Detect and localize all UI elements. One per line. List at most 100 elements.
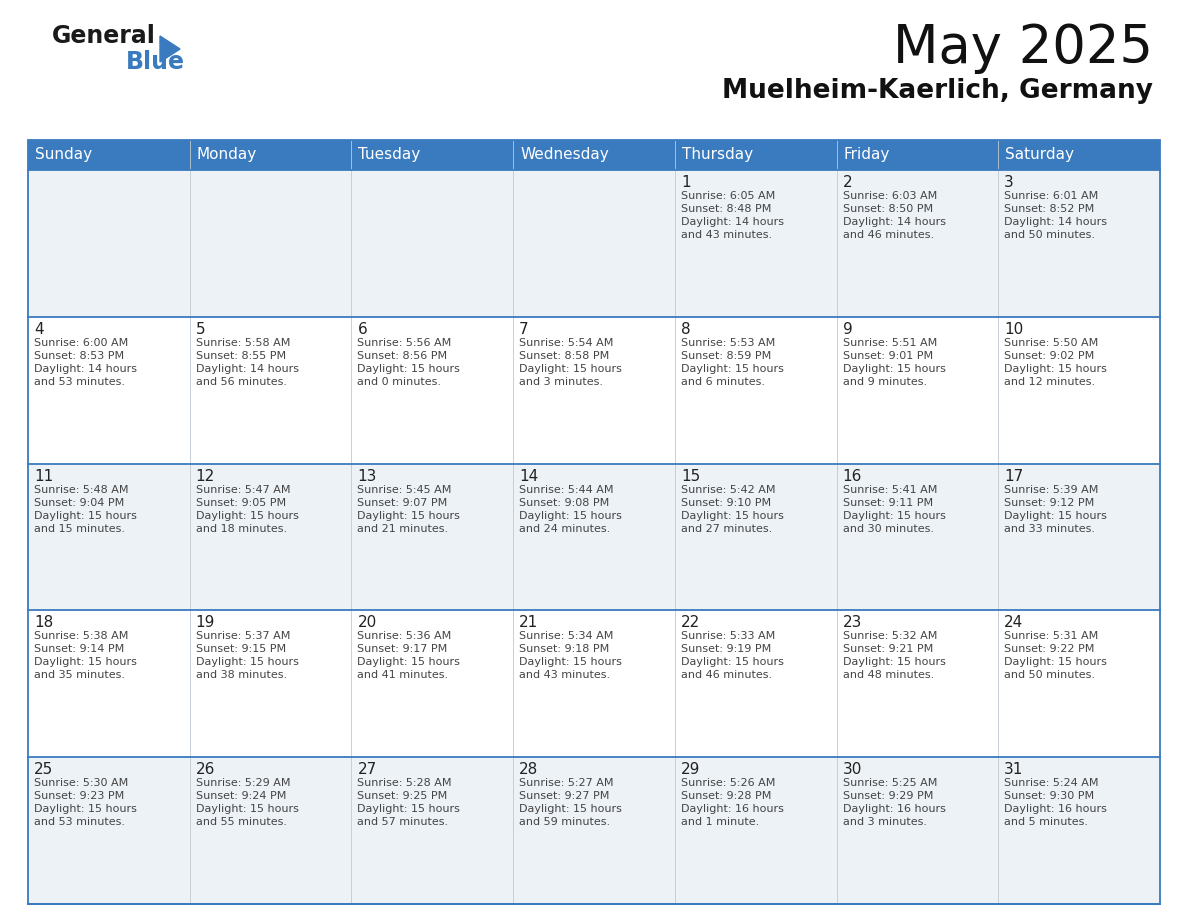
Text: 3: 3 [1004, 175, 1015, 190]
Bar [190, 170, 352, 317]
Text: Sunset: 9:14 PM: Sunset: 9:14 PM [34, 644, 125, 655]
Text: Muelheim-Kaerlich, Germany: Muelheim-Kaerlich, Germany [722, 78, 1154, 104]
Text: Daylight: 15 hours: Daylight: 15 hours [519, 510, 623, 521]
Text: Sunset: 8:48 PM: Sunset: 8:48 PM [681, 204, 771, 214]
Bar [190, 464, 352, 610]
Text: and 43 minutes.: and 43 minutes. [681, 230, 772, 240]
Bar [836, 610, 998, 757]
Bar [998, 317, 1159, 464]
Text: and 12 minutes.: and 12 minutes. [1004, 376, 1095, 386]
Text: Sunrise: 5:24 AM: Sunrise: 5:24 AM [1004, 778, 1099, 789]
Bar [190, 610, 352, 757]
Text: Daylight: 15 hours: Daylight: 15 hours [358, 510, 460, 521]
Bar [675, 757, 836, 904]
Bar [998, 610, 1159, 757]
Text: Sunrise: 5:34 AM: Sunrise: 5:34 AM [519, 632, 613, 642]
Text: Daylight: 15 hours: Daylight: 15 hours [358, 804, 460, 814]
Text: Daylight: 15 hours: Daylight: 15 hours [196, 804, 298, 814]
Text: Tuesday: Tuesday [359, 148, 421, 162]
Text: General: General [52, 24, 156, 48]
Text: May 2025: May 2025 [893, 22, 1154, 74]
Text: Sunset: 9:21 PM: Sunset: 9:21 PM [842, 644, 933, 655]
Text: Sunrise: 5:26 AM: Sunrise: 5:26 AM [681, 778, 776, 789]
Bar [29, 757, 190, 904]
Bar [836, 170, 998, 317]
Text: Sunset: 9:24 PM: Sunset: 9:24 PM [196, 791, 286, 801]
Text: 31: 31 [1004, 762, 1024, 778]
Text: Sunrise: 5:42 AM: Sunrise: 5:42 AM [681, 485, 776, 495]
Text: Sunset: 9:01 PM: Sunset: 9:01 PM [842, 351, 933, 361]
Text: 9: 9 [842, 322, 852, 337]
Text: 16: 16 [842, 468, 862, 484]
Bar [352, 757, 513, 904]
Text: Daylight: 14 hours: Daylight: 14 hours [196, 364, 298, 374]
Bar [836, 757, 998, 904]
Text: and 5 minutes.: and 5 minutes. [1004, 817, 1088, 827]
Text: and 56 minutes.: and 56 minutes. [196, 376, 286, 386]
Text: and 46 minutes.: and 46 minutes. [842, 230, 934, 240]
Bar [513, 610, 675, 757]
Text: Daylight: 16 hours: Daylight: 16 hours [1004, 804, 1107, 814]
Text: Sunrise: 5:41 AM: Sunrise: 5:41 AM [842, 485, 937, 495]
Text: and 6 minutes.: and 6 minutes. [681, 376, 765, 386]
Text: and 0 minutes.: and 0 minutes. [358, 376, 442, 386]
Text: Saturday: Saturday [1005, 148, 1074, 162]
Text: Sunrise: 6:05 AM: Sunrise: 6:05 AM [681, 191, 775, 201]
Text: and 33 minutes.: and 33 minutes. [1004, 523, 1095, 533]
Text: Sunrise: 5:50 AM: Sunrise: 5:50 AM [1004, 338, 1099, 348]
Bar [190, 317, 352, 464]
Text: 11: 11 [34, 468, 53, 484]
Text: and 53 minutes.: and 53 minutes. [34, 376, 125, 386]
Bar [513, 317, 675, 464]
Bar [29, 170, 190, 317]
Text: Sunrise: 5:53 AM: Sunrise: 5:53 AM [681, 338, 775, 348]
Bar [998, 757, 1159, 904]
Text: Sunrise: 6:03 AM: Sunrise: 6:03 AM [842, 191, 937, 201]
Text: and 41 minutes.: and 41 minutes. [358, 670, 449, 680]
Text: Daylight: 15 hours: Daylight: 15 hours [681, 510, 784, 521]
Text: and 21 minutes.: and 21 minutes. [358, 523, 449, 533]
Text: Sunrise: 5:27 AM: Sunrise: 5:27 AM [519, 778, 614, 789]
Text: Sunrise: 6:01 AM: Sunrise: 6:01 AM [1004, 191, 1099, 201]
Text: Sunset: 9:12 PM: Sunset: 9:12 PM [1004, 498, 1094, 508]
Text: Sunset: 8:59 PM: Sunset: 8:59 PM [681, 351, 771, 361]
Text: and 35 minutes.: and 35 minutes. [34, 670, 125, 680]
Text: and 24 minutes.: and 24 minutes. [519, 523, 611, 533]
Text: Sunrise: 5:47 AM: Sunrise: 5:47 AM [196, 485, 290, 495]
Text: Daylight: 14 hours: Daylight: 14 hours [681, 217, 784, 227]
Text: 22: 22 [681, 615, 700, 631]
Text: Daylight: 15 hours: Daylight: 15 hours [681, 657, 784, 667]
Text: Sunday: Sunday [34, 148, 93, 162]
Text: Daylight: 15 hours: Daylight: 15 hours [1004, 510, 1107, 521]
Bar [998, 170, 1159, 317]
Text: Daylight: 15 hours: Daylight: 15 hours [842, 657, 946, 667]
Bar [513, 757, 675, 904]
Text: Sunrise: 5:38 AM: Sunrise: 5:38 AM [34, 632, 128, 642]
Text: Sunset: 9:11 PM: Sunset: 9:11 PM [842, 498, 933, 508]
Text: and 15 minutes.: and 15 minutes. [34, 523, 125, 533]
Text: Daylight: 15 hours: Daylight: 15 hours [1004, 364, 1107, 374]
Text: Sunset: 9:04 PM: Sunset: 9:04 PM [34, 498, 125, 508]
Text: 13: 13 [358, 468, 377, 484]
Bar [513, 464, 675, 610]
Text: and 55 minutes.: and 55 minutes. [196, 817, 286, 827]
Bar [29, 317, 190, 464]
Text: Sunset: 9:22 PM: Sunset: 9:22 PM [1004, 644, 1094, 655]
Text: Sunset: 9:30 PM: Sunset: 9:30 PM [1004, 791, 1094, 801]
Bar [998, 140, 1159, 170]
Text: 14: 14 [519, 468, 538, 484]
Text: and 46 minutes.: and 46 minutes. [681, 670, 772, 680]
Text: Sunset: 9:25 PM: Sunset: 9:25 PM [358, 791, 448, 801]
Text: Sunset: 9:27 PM: Sunset: 9:27 PM [519, 791, 609, 801]
Text: Daylight: 15 hours: Daylight: 15 hours [519, 657, 623, 667]
Text: Friday: Friday [843, 148, 890, 162]
Text: Sunrise: 5:51 AM: Sunrise: 5:51 AM [842, 338, 937, 348]
Text: Sunrise: 5:37 AM: Sunrise: 5:37 AM [196, 632, 290, 642]
Text: and 57 minutes.: and 57 minutes. [358, 817, 449, 827]
Text: Daylight: 15 hours: Daylight: 15 hours [34, 657, 137, 667]
Bar [513, 140, 675, 170]
Bar [513, 170, 675, 317]
Bar [352, 464, 513, 610]
Text: Sunrise: 5:30 AM: Sunrise: 5:30 AM [34, 778, 128, 789]
Text: Daylight: 15 hours: Daylight: 15 hours [519, 804, 623, 814]
